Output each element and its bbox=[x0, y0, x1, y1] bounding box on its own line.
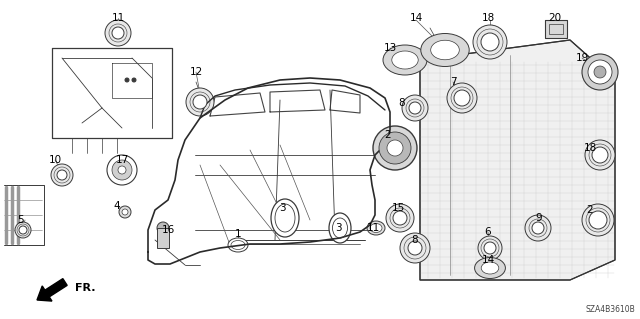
Circle shape bbox=[478, 236, 502, 260]
Text: 2: 2 bbox=[587, 205, 593, 215]
Circle shape bbox=[484, 242, 496, 254]
Circle shape bbox=[186, 88, 214, 116]
Text: 8: 8 bbox=[412, 235, 419, 245]
Circle shape bbox=[122, 209, 128, 215]
Bar bbox=[545, 20, 567, 38]
Circle shape bbox=[125, 78, 129, 82]
Text: SZA4B3610B: SZA4B3610B bbox=[585, 305, 635, 314]
Circle shape bbox=[386, 204, 414, 232]
Text: 2: 2 bbox=[385, 130, 391, 140]
Text: 5: 5 bbox=[17, 215, 23, 225]
Circle shape bbox=[402, 95, 428, 121]
Circle shape bbox=[132, 78, 136, 82]
Ellipse shape bbox=[329, 213, 351, 243]
Ellipse shape bbox=[228, 238, 248, 252]
Circle shape bbox=[582, 204, 614, 236]
Ellipse shape bbox=[370, 224, 382, 233]
Ellipse shape bbox=[271, 199, 299, 237]
Circle shape bbox=[408, 241, 422, 255]
Text: 6: 6 bbox=[484, 227, 492, 237]
Circle shape bbox=[112, 27, 124, 39]
Text: 8: 8 bbox=[399, 98, 405, 108]
Text: 3: 3 bbox=[278, 203, 285, 213]
Circle shape bbox=[400, 233, 430, 263]
Text: 3: 3 bbox=[335, 223, 341, 233]
Text: 11: 11 bbox=[111, 13, 125, 23]
Text: 4: 4 bbox=[114, 201, 120, 211]
Ellipse shape bbox=[481, 262, 499, 274]
Circle shape bbox=[592, 147, 608, 163]
Ellipse shape bbox=[475, 257, 506, 278]
Circle shape bbox=[19, 226, 27, 234]
Polygon shape bbox=[420, 40, 615, 280]
Bar bbox=[157, 228, 169, 248]
Circle shape bbox=[105, 20, 131, 46]
Text: FR.: FR. bbox=[75, 283, 95, 293]
Circle shape bbox=[589, 211, 607, 229]
Circle shape bbox=[387, 140, 403, 156]
Circle shape bbox=[373, 126, 417, 170]
Circle shape bbox=[454, 90, 470, 106]
Text: 14: 14 bbox=[410, 13, 422, 23]
Ellipse shape bbox=[392, 51, 418, 69]
Circle shape bbox=[525, 215, 551, 241]
Text: 17: 17 bbox=[115, 155, 129, 165]
Circle shape bbox=[409, 102, 421, 114]
Circle shape bbox=[447, 83, 477, 113]
Ellipse shape bbox=[431, 40, 460, 60]
Circle shape bbox=[112, 160, 132, 180]
Circle shape bbox=[119, 206, 131, 218]
Circle shape bbox=[588, 60, 612, 84]
Text: 10: 10 bbox=[49, 155, 61, 165]
Circle shape bbox=[51, 164, 73, 186]
Circle shape bbox=[118, 166, 126, 174]
Circle shape bbox=[193, 95, 207, 109]
Text: 9: 9 bbox=[536, 213, 542, 223]
Circle shape bbox=[481, 33, 499, 51]
Circle shape bbox=[585, 140, 615, 170]
Ellipse shape bbox=[367, 221, 385, 235]
Circle shape bbox=[157, 222, 169, 234]
Text: 13: 13 bbox=[383, 43, 397, 53]
Bar bbox=[549, 24, 563, 34]
FancyArrow shape bbox=[37, 278, 67, 301]
Text: 7: 7 bbox=[450, 77, 456, 87]
Circle shape bbox=[15, 222, 31, 238]
Text: 18: 18 bbox=[481, 13, 495, 23]
Text: 12: 12 bbox=[189, 67, 203, 77]
Circle shape bbox=[473, 25, 507, 59]
Ellipse shape bbox=[383, 45, 427, 75]
Circle shape bbox=[594, 66, 606, 78]
Circle shape bbox=[57, 170, 67, 180]
Text: 15: 15 bbox=[392, 203, 404, 213]
Ellipse shape bbox=[421, 33, 469, 66]
Text: 19: 19 bbox=[575, 53, 589, 63]
Circle shape bbox=[379, 132, 411, 164]
Circle shape bbox=[532, 222, 544, 234]
Circle shape bbox=[582, 54, 618, 90]
Text: 1: 1 bbox=[235, 229, 241, 239]
Text: 14: 14 bbox=[481, 255, 495, 265]
Text: 11: 11 bbox=[366, 223, 380, 233]
Text: 18: 18 bbox=[584, 143, 596, 153]
Circle shape bbox=[393, 211, 407, 225]
Text: 16: 16 bbox=[161, 225, 175, 235]
Text: 20: 20 bbox=[548, 13, 561, 23]
